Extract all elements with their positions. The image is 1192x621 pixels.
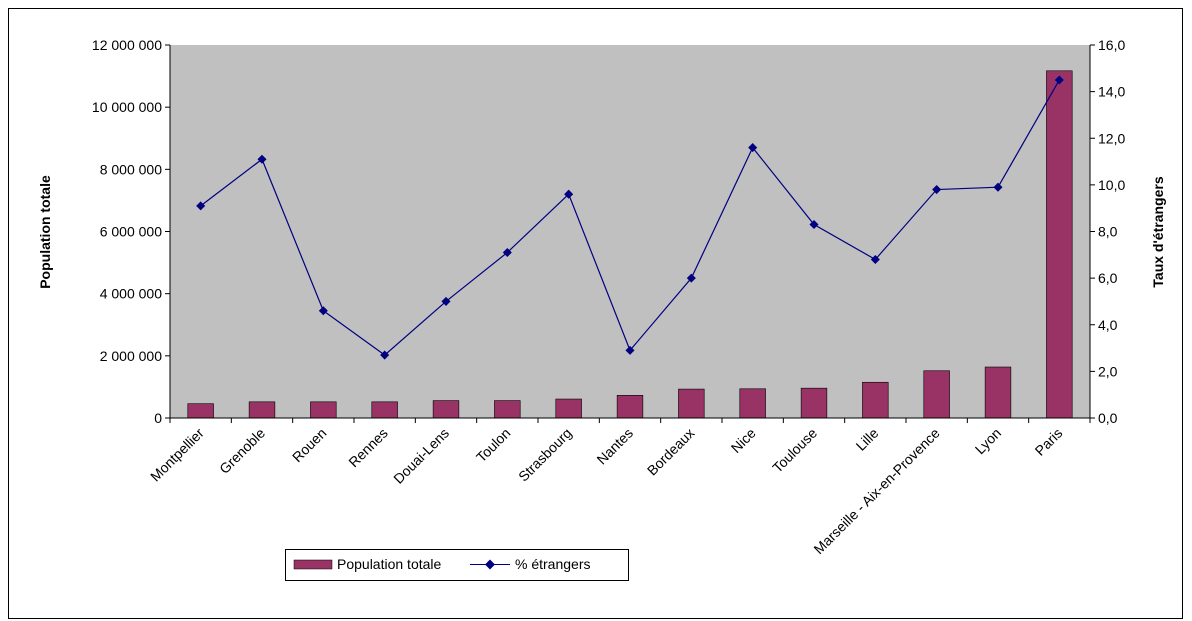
line-point-lille xyxy=(870,254,880,265)
bar-marseille-aix-en-provence xyxy=(923,370,950,419)
bar-grenoble xyxy=(248,401,276,419)
bar-toulon xyxy=(494,400,521,419)
y2-tick-label: 2,0 xyxy=(1098,363,1118,379)
legend-box xyxy=(285,549,629,581)
y2-tick-label: 0,0 xyxy=(1098,410,1118,426)
y-tick-label: 2 000 000 xyxy=(100,348,162,364)
y-tick-label: 0 xyxy=(154,410,162,426)
legend-label-bars: Population totale xyxy=(337,556,442,572)
legend-label-line: % étrangers xyxy=(515,556,590,572)
y-axis-title: Population totale xyxy=(37,175,53,289)
y2-tick-label: 12,0 xyxy=(1098,130,1125,146)
y-tick-label: 12 000 000 xyxy=(92,37,162,53)
y2-tick-label: 16,0 xyxy=(1098,37,1125,53)
bar-paris xyxy=(1046,70,1073,419)
bar-rennes xyxy=(371,401,398,419)
bar-nantes xyxy=(616,395,644,419)
y2-tick-label: 8,0 xyxy=(1098,224,1118,240)
y-tick-label: 10 000 000 xyxy=(92,99,162,115)
line-point-bordeaux xyxy=(686,273,696,283)
legend-swatch-bars xyxy=(293,559,333,570)
bar-montpellier xyxy=(187,403,214,419)
bar-rouen xyxy=(310,401,337,419)
y-tick-label: 8 000 000 xyxy=(100,161,162,177)
y-tick-label: 6 000 000 xyxy=(100,224,162,240)
y2-axis-title: Taux d'étrangers xyxy=(1150,176,1166,287)
bar-bordeaux xyxy=(678,388,705,419)
bar-nice xyxy=(739,388,766,419)
y2-tick-label: 4,0 xyxy=(1098,317,1118,333)
bar-lyon xyxy=(984,366,1012,419)
line-point-nantes xyxy=(625,345,635,355)
bar-strasbourg xyxy=(555,398,582,419)
legend: Population totale % étrangers xyxy=(285,549,629,581)
y2-tick-label: 10,0 xyxy=(1098,177,1125,193)
y-tick-label: 4 000 000 xyxy=(100,286,162,302)
bar-lille xyxy=(862,381,889,419)
legend-marker xyxy=(485,559,495,570)
y2-tick-label: 6,0 xyxy=(1098,270,1118,286)
bar-toulouse xyxy=(800,387,828,419)
y2-tick-label: 14,0 xyxy=(1098,84,1125,100)
bar-douai-lens xyxy=(432,400,460,419)
bars-layer xyxy=(187,70,1073,419)
plot-background xyxy=(170,45,1090,418)
